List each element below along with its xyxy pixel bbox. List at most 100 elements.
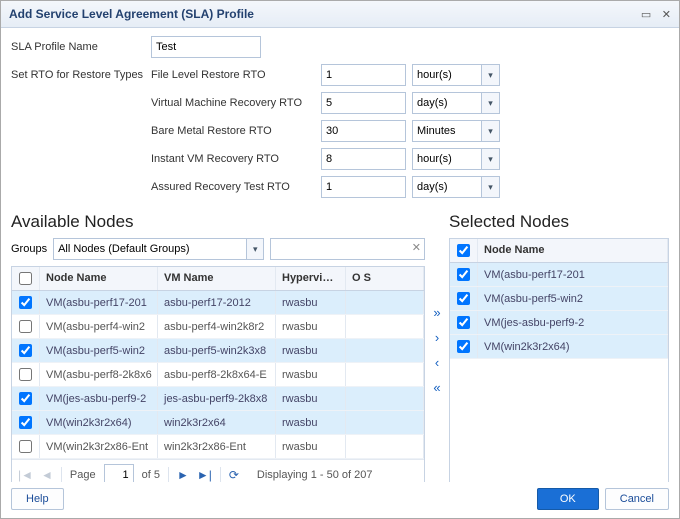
move-all-right-icon[interactable]: » — [433, 305, 440, 320]
cell-hypervisor: rwasbu — [276, 411, 346, 434]
cell-hypervisor: rwasbu — [276, 315, 346, 338]
row-checkbox[interactable] — [19, 344, 32, 357]
help-button[interactable]: Help — [11, 488, 64, 510]
cell-os — [346, 339, 424, 362]
cell-os — [346, 387, 424, 410]
pager-page-input[interactable] — [104, 464, 134, 482]
row-checkbox[interactable] — [19, 392, 32, 405]
cell-hypervisor: rwasbu — [276, 363, 346, 386]
pager-page-label: Page — [70, 469, 96, 481]
row-checkbox[interactable] — [457, 340, 470, 353]
cell-hypervisor: rwasbu — [276, 339, 346, 362]
row-checkbox[interactable] — [457, 316, 470, 329]
rto-unit-select[interactable] — [412, 148, 482, 170]
select-all-available[interactable] — [19, 272, 32, 285]
rto-unit-select[interactable] — [412, 176, 482, 198]
row-checkbox[interactable] — [457, 268, 470, 281]
move-right-icon[interactable]: › — [435, 330, 439, 345]
row-checkbox[interactable] — [19, 416, 32, 429]
col-hypervisor[interactable]: Hypervisor — [276, 267, 346, 290]
cell-hypervisor: rwasbu — [276, 435, 346, 458]
groups-select[interactable] — [53, 238, 247, 260]
select-all-selected[interactable] — [457, 244, 470, 257]
table-row[interactable]: VM(jes-asbu-perf9-2 — [450, 311, 668, 335]
row-checkbox[interactable] — [19, 320, 32, 333]
cell-vm-name: asbu-perf8-2k8x64-E — [158, 363, 276, 386]
set-rto-label: Set RTO for Restore Types — [11, 69, 151, 81]
table-row[interactable]: VM(win2k3r2x64)win2k3r2x64rwasbu — [12, 411, 424, 435]
cell-vm-name: jes-asbu-perf9-2k8x8 — [158, 387, 276, 410]
cell-os — [346, 315, 424, 338]
cell-node-name: VM(asbu-perf5-win2 — [478, 287, 668, 310]
pager-next-icon[interactable]: ► — [177, 468, 189, 482]
pager-last-icon[interactable]: ►| — [197, 468, 212, 482]
cancel-button[interactable]: Cancel — [605, 488, 669, 510]
node-search-input[interactable] — [270, 238, 425, 260]
row-checkbox[interactable] — [19, 440, 32, 453]
ok-button[interactable]: OK — [537, 488, 599, 510]
col-os[interactable]: O S — [346, 267, 424, 290]
col-node-name[interactable]: Node Name — [40, 267, 158, 290]
cell-vm-name: win2k3r2x86-Ent — [158, 435, 276, 458]
cell-node-name: VM(jes-asbu-perf9-2 — [40, 387, 158, 410]
rto-value-input[interactable] — [321, 148, 406, 170]
table-row[interactable]: VM(asbu-perf8-2k8x6asbu-perf8-2k8x64-Erw… — [12, 363, 424, 387]
rto-label: Assured Recovery Test RTO — [151, 181, 321, 193]
rto-unit-select[interactable] — [412, 120, 482, 142]
chevron-down-icon[interactable] — [482, 92, 500, 114]
cell-vm-name: win2k3r2x64 — [158, 411, 276, 434]
rto-value-input[interactable] — [321, 92, 406, 114]
maximize-icon[interactable]: ▭ — [641, 9, 651, 21]
rto-label: Bare Metal Restore RTO — [151, 125, 321, 137]
clear-search-icon[interactable]: ✕ — [412, 241, 421, 254]
chevron-down-icon[interactable] — [482, 120, 500, 142]
profile-name-label: SLA Profile Name — [11, 41, 151, 53]
table-row[interactable]: VM(asbu-perf17-201 — [450, 263, 668, 287]
table-row[interactable]: VM(asbu-perf5-win2asbu-perf5-win2k3x8rwa… — [12, 339, 424, 363]
cell-node-name: VM(asbu-perf8-2k8x6 — [40, 363, 158, 386]
pager-displaying: Displaying 1 - 50 of 207 — [257, 469, 373, 481]
table-row[interactable]: VM(asbu-perf17-201asbu-perf17-2012rwasbu — [12, 291, 424, 315]
selected-nodes-heading: Selected Nodes — [449, 212, 669, 232]
chevron-down-icon[interactable] — [247, 238, 264, 260]
table-row[interactable]: VM(asbu-perf5-win2 — [450, 287, 668, 311]
pager-first-icon[interactable]: |◄ — [18, 468, 33, 482]
chevron-down-icon[interactable] — [482, 64, 500, 86]
pager-refresh-icon[interactable]: ⟳ — [229, 468, 239, 482]
col-selected-node-name[interactable]: Node Name — [478, 239, 668, 262]
cell-os — [346, 411, 424, 434]
pager-prev-icon[interactable]: ◄ — [41, 468, 53, 482]
rto-value-input[interactable] — [321, 64, 406, 86]
move-left-icon[interactable]: ‹ — [435, 355, 439, 370]
cell-node-name: VM(asbu-perf4-win2 — [40, 315, 158, 338]
cell-vm-name: asbu-perf4-win2k8r2 — [158, 315, 276, 338]
cell-os — [346, 291, 424, 314]
table-row[interactable]: VM(win2k3r2x86-Entwin2k3r2x86-Entrwasbu — [12, 435, 424, 459]
row-checkbox[interactable] — [19, 296, 32, 309]
row-checkbox[interactable] — [457, 292, 470, 305]
col-vm-name[interactable]: VM Name — [158, 267, 276, 290]
cell-vm-name: asbu-perf17-2012 — [158, 291, 276, 314]
cell-os — [346, 363, 424, 386]
cell-node-name: VM(asbu-perf17-201 — [40, 291, 158, 314]
rto-value-input[interactable] — [321, 176, 406, 198]
pager-of-label: of 5 — [142, 469, 160, 481]
move-all-left-icon[interactable]: « — [433, 380, 440, 395]
table-row[interactable]: VM(win2k3r2x64) — [450, 335, 668, 359]
cell-os — [346, 435, 424, 458]
table-row[interactable]: VM(jes-asbu-perf9-2jes-asbu-perf9-2k8x8r… — [12, 387, 424, 411]
profile-name-input[interactable] — [151, 36, 261, 58]
rto-unit-select[interactable] — [412, 92, 482, 114]
close-icon[interactable]: ✕ — [662, 9, 671, 21]
chevron-down-icon[interactable] — [482, 148, 500, 170]
table-row[interactable]: VM(asbu-perf4-win2asbu-perf4-win2k8r2rwa… — [12, 315, 424, 339]
cell-vm-name: asbu-perf5-win2k3x8 — [158, 339, 276, 362]
cell-node-name: VM(asbu-perf5-win2 — [40, 339, 158, 362]
rto-value-input[interactable] — [321, 120, 406, 142]
rto-unit-select[interactable] — [412, 64, 482, 86]
rto-label: Virtual Machine Recovery RTO — [151, 97, 321, 109]
row-checkbox[interactable] — [19, 368, 32, 381]
chevron-down-icon[interactable] — [482, 176, 500, 198]
dialog-title: Add Service Level Agreement (SLA) Profil… — [9, 7, 254, 21]
cell-node-name: VM(jes-asbu-perf9-2 — [478, 311, 668, 334]
